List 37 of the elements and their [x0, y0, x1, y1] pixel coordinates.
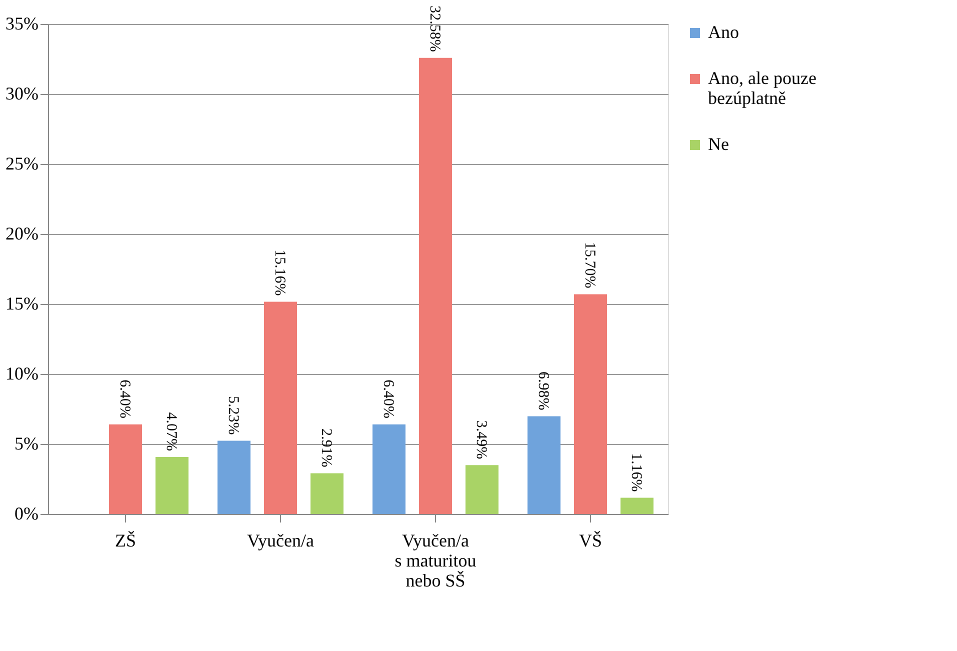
legend-label: Ne	[708, 134, 729, 154]
data-label: 15.16%	[272, 250, 288, 296]
y-tick-label: 20%	[6, 224, 38, 244]
data-label: 6.40%	[116, 380, 132, 418]
data-label: 15.70%	[582, 242, 598, 288]
bar	[574, 294, 607, 514]
data-label: 6.98%	[535, 372, 551, 410]
bar	[310, 473, 344, 514]
data-label: 6.40%	[380, 380, 396, 418]
data-label: 5.23%	[225, 396, 241, 435]
x-tick-label: Vyučen/a s maturitou nebo SŠ	[394, 530, 476, 590]
y-tick-label: 0%	[14, 504, 38, 524]
bar	[109, 424, 142, 514]
data-label: 3.49%	[473, 420, 489, 460]
legend-label: Ano	[708, 22, 739, 42]
bar	[264, 302, 297, 514]
bar	[419, 58, 452, 514]
bar	[218, 440, 250, 514]
bar	[466, 465, 498, 514]
y-tick-label: 10%	[6, 364, 38, 384]
data-label: 32.58%	[426, 6, 442, 52]
y-tick-label: 5%	[14, 434, 38, 454]
y-tick-label: 15%	[6, 294, 38, 314]
bar	[620, 498, 654, 514]
x-tick-label: ZŠ	[114, 530, 136, 550]
x-tick-label: Vyučen/a	[247, 530, 314, 550]
bar	[528, 416, 560, 514]
y-tick-label: 35%	[6, 14, 38, 34]
y-tick-label: 30%	[6, 84, 38, 104]
x-tick-label: VŠ	[578, 530, 602, 550]
data-label: 2.91%	[318, 428, 334, 468]
data-label: 1.16%	[628, 453, 644, 492]
bar	[372, 424, 406, 514]
data-label: 4.07%	[163, 412, 179, 452]
y-tick-label: 25%	[6, 154, 38, 174]
legend-label: Ano, ale pouze bezúplatně	[708, 68, 816, 108]
bar	[156, 457, 188, 514]
